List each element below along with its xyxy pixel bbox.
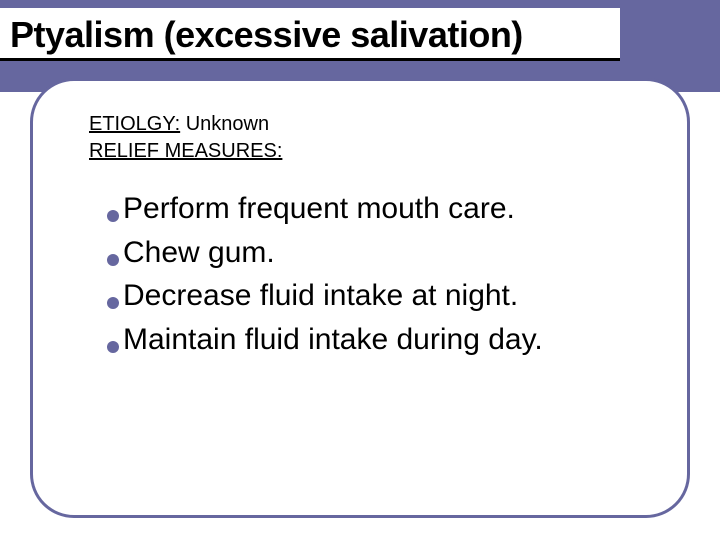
list-item: Perform frequent mouth care. (107, 187, 647, 231)
bullet-icon (107, 297, 119, 309)
subheading-value: Unknown (180, 113, 269, 135)
subheading-label: ETIOLGY: (89, 113, 180, 135)
slide-title: Ptyalism (excessive salivation) (10, 14, 610, 56)
subheading-label: RELIEF MEASURES: (89, 140, 282, 162)
bullet-text: Chew gum. (123, 231, 275, 275)
content-panel: ETIOLGY: Unknown RELIEF MEASURES: Perfor… (30, 78, 690, 518)
bullet-icon (107, 210, 119, 222)
bullet-list: Perform frequent mouth care. Chew gum. D… (89, 187, 647, 361)
bullet-text: Maintain fluid intake during day. (123, 318, 543, 362)
bullet-text: Decrease fluid intake at night. (123, 274, 518, 318)
list-item: Decrease fluid intake at night. (107, 274, 647, 318)
bullet-icon (107, 254, 119, 266)
list-item: Chew gum. (107, 231, 647, 275)
subheading-etiology: ETIOLGY: Unknown (89, 111, 647, 138)
bullet-text: Perform frequent mouth care. (123, 187, 515, 231)
subheading-relief: RELIEF MEASURES: (89, 138, 647, 165)
list-item: Maintain fluid intake during day. (107, 318, 647, 362)
bullet-icon (107, 341, 119, 353)
title-box: Ptyalism (excessive salivation) (0, 8, 620, 61)
